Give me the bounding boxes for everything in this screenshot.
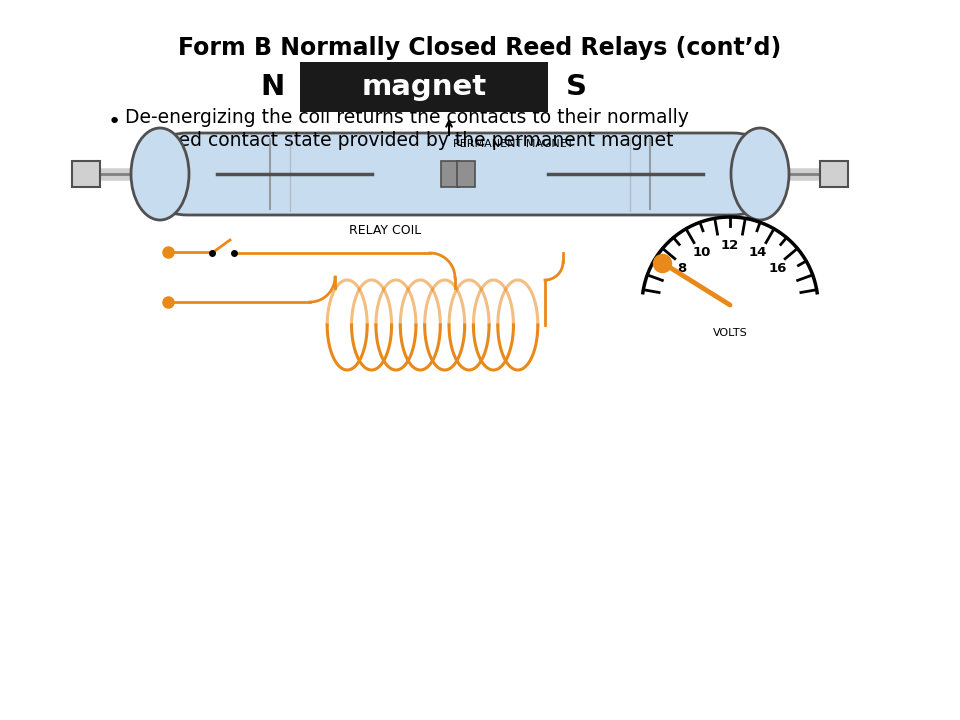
Text: De-energizing the coil returns the contacts to their normally: De-energizing the coil returns the conta…	[125, 107, 689, 127]
Bar	[441, 161, 459, 187]
Text: •: •	[108, 112, 121, 132]
Text: 14: 14	[749, 246, 767, 258]
Text: VOLTS: VOLTS	[712, 328, 748, 338]
Text: S: S	[565, 73, 587, 101]
FancyBboxPatch shape	[152, 133, 768, 215]
Text: 12: 12	[721, 238, 739, 251]
Bar	[820, 161, 848, 187]
Text: magnet: magnet	[361, 73, 487, 101]
Ellipse shape	[131, 128, 189, 220]
Text: Form B Normally Closed Reed Relays (cont’d): Form B Normally Closed Reed Relays (cont…	[179, 36, 781, 60]
Text: 16: 16	[769, 262, 787, 275]
Bar	[457, 161, 475, 187]
Text: PERMANENT MAGNET: PERMANENT MAGNET	[453, 139, 573, 149]
Text: closed contact state provided by the permanent magnet: closed contact state provided by the per…	[142, 130, 674, 150]
Bar	[300, 62, 548, 112]
Bar	[72, 161, 100, 187]
Text: 10: 10	[693, 246, 711, 258]
Text: 8: 8	[678, 262, 686, 275]
Text: N: N	[260, 73, 284, 101]
Text: RELAY COIL: RELAY COIL	[348, 223, 421, 236]
Ellipse shape	[731, 128, 789, 220]
